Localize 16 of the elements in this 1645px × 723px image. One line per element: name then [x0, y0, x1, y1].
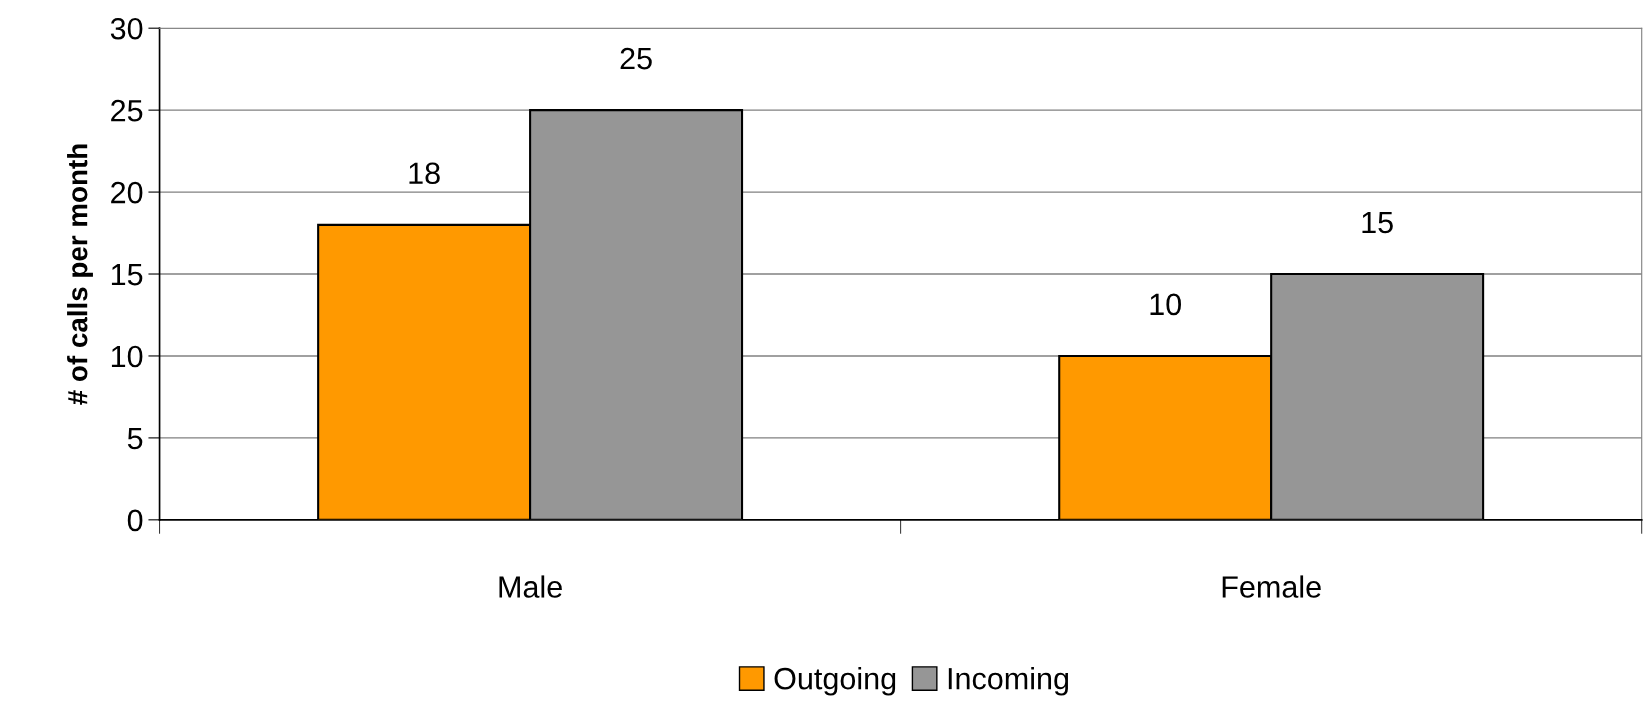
y-tick-label: 15	[111, 264, 143, 286]
y-tick-label: 5	[127, 427, 143, 450]
y-tick-label: 10	[111, 345, 143, 368]
data-label: 25	[620, 47, 652, 70]
x-tick-label: Male	[499, 575, 562, 598]
data-label: 10	[1150, 293, 1181, 316]
y-tick-label: 0	[127, 509, 143, 532]
x-tick-label: Female	[1222, 575, 1321, 598]
y-tick-label: 30	[110, 17, 143, 40]
y-axis-title: # of calls per month	[67, 144, 93, 405]
y-tick-label: 20	[111, 181, 143, 204]
y-tick-label: 25	[111, 99, 143, 122]
legend-label: Incoming	[948, 667, 1069, 696]
legend-label: Outgoing	[774, 667, 896, 696]
data-label: 18	[409, 162, 440, 185]
data-label: 15	[1362, 211, 1393, 234]
